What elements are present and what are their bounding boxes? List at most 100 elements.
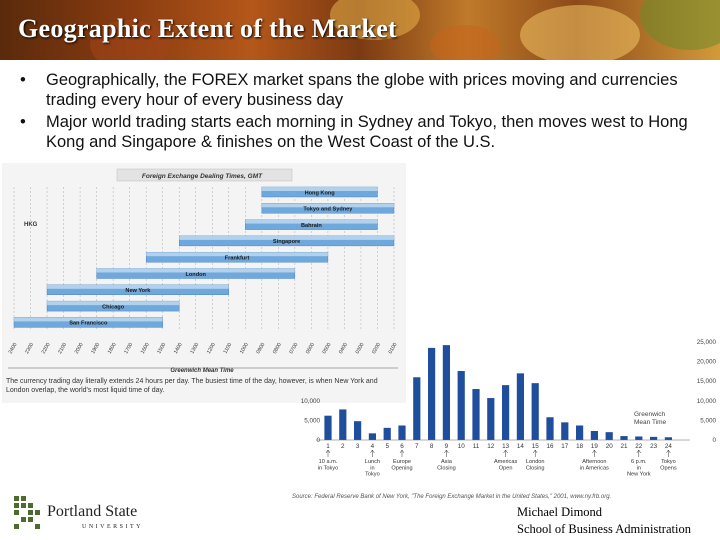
volume-left-tick: 5,000 <box>304 417 320 424</box>
event-arrowhead <box>636 449 642 454</box>
volume-x-label: 18 <box>576 443 584 450</box>
market-bar: Bahrain <box>245 219 378 230</box>
dealing-tick-label: 0300 <box>355 342 366 355</box>
market-bar: San Francisco <box>13 317 163 328</box>
market-bar-highlight <box>146 252 328 257</box>
event-label: Tokyo <box>661 459 676 465</box>
volume-bar <box>398 425 406 440</box>
volume-x-label: 11 <box>473 443 480 450</box>
volume-x-label: 23 <box>650 443 658 450</box>
dealing-tick-label: 0900 <box>255 342 266 355</box>
volume-right-tick: 25,000 <box>697 339 717 346</box>
volume-event: 10 a.m.in Tokyo <box>318 449 338 471</box>
market-bar: Frankfurt <box>145 251 329 263</box>
gmt-annotation-line1: Greenwich <box>634 411 665 418</box>
dealing-tick-label: 1900 <box>90 342 101 355</box>
volume-bar <box>368 433 376 440</box>
volume-x-label: 22 <box>635 443 643 450</box>
volume-bar <box>664 437 672 440</box>
market-bar: Hong Kong <box>261 186 378 198</box>
event-label: Asia <box>441 459 453 465</box>
market-bar-highlight <box>261 187 378 191</box>
volume-left-tick: 0 <box>316 437 320 444</box>
dealing-tick-label: 2000 <box>74 342 85 355</box>
volume-bar <box>620 436 628 440</box>
volume-bar <box>561 422 569 440</box>
volume-x-label: 16 <box>546 443 554 450</box>
dealing-tick-label: 0500 <box>322 342 333 355</box>
logo-mark <box>14 496 40 529</box>
market-bar-label: Tokyo and Sydney <box>303 207 353 213</box>
dealing-chart-title: Foreign Exchange Dealing Times, GMT <box>142 173 263 180</box>
market-bar-label: San Francisco <box>69 321 108 327</box>
market-bar-highlight <box>14 317 163 322</box>
dealing-tick-label: 0600 <box>305 342 316 355</box>
volume-bar <box>605 432 613 440</box>
dealing-tick-label: 1800 <box>107 342 118 355</box>
school-name: School of Business Administration <box>517 522 691 536</box>
event-label: in <box>637 465 641 471</box>
volume-bar <box>502 385 510 440</box>
gmt-axis-label: Greenwich Mean Time <box>170 368 234 374</box>
logo-sub: UNIVERSITY <box>82 524 143 530</box>
market-bar-highlight <box>47 284 229 289</box>
bullet-list: • Geographically, the FOREX market spans … <box>18 70 708 154</box>
event-arrowhead <box>503 449 508 454</box>
volume-bar <box>383 427 391 440</box>
volume-bar <box>457 371 465 440</box>
event-label: New York <box>627 472 651 478</box>
market-bar-rect <box>179 235 395 247</box>
dealing-tick-label: 1200 <box>206 342 217 355</box>
author-name: Michael Dimond <box>517 505 603 519</box>
volume-right-tick: 20,000 <box>697 359 717 366</box>
volume-bar <box>487 398 495 440</box>
volume-x-label: 13 <box>502 443 510 450</box>
dealing-tick-label: 0200 <box>371 342 382 355</box>
event-label: Afternoon <box>582 459 606 465</box>
volume-x-label: 21 <box>620 443 628 450</box>
volume-x-label: 17 <box>561 443 569 450</box>
volume-x-label: 12 <box>487 443 495 450</box>
market-bar-label: New York <box>125 288 151 294</box>
dealing-tick-label: 2200 <box>41 342 52 355</box>
bullet-text: Major world trading starts each morning … <box>46 113 688 151</box>
volume-left-tick: 10,000 <box>301 398 321 405</box>
dealing-tick-label: 1500 <box>156 342 167 355</box>
gmt-annotation: Greenwich Mean Time <box>634 411 667 426</box>
logo-name: Portland State <box>47 503 137 520</box>
volume-bar <box>516 373 524 440</box>
volume-bar <box>590 430 598 440</box>
volume-x-label: 1 <box>326 443 330 450</box>
event-label: Opens <box>660 465 677 471</box>
market-bar-rect <box>46 284 229 296</box>
volume-x-label: 24 <box>665 443 673 450</box>
volume-x-label: 8 <box>430 443 434 450</box>
market-bar-label: Hong Kong <box>305 190 336 196</box>
event-label: 6 p.m. <box>631 459 647 465</box>
market-bar-label: Chicago <box>102 304 125 310</box>
volume-x-label: 9 <box>445 443 449 450</box>
dealing-tick-label: 1700 <box>123 342 134 355</box>
volume-x-label: 4 <box>371 443 375 450</box>
event-label: Closing <box>437 465 456 471</box>
slide-title: Geographic Extent of the Market <box>18 14 397 43</box>
event-label: Opening <box>391 465 412 471</box>
volume-x-label: 5 <box>385 443 389 450</box>
volume-x-label: 15 <box>532 443 540 450</box>
market-bar: Tokyo and Sydney <box>261 203 395 214</box>
volume-bar <box>546 417 554 440</box>
event-label: in <box>370 465 374 471</box>
portland-state-logo: Portland State UNIVERSITY <box>14 496 143 530</box>
dealing-times-chart: Foreign Exchange Dealing Times, GMT HKG … <box>2 163 406 403</box>
market-bar: New York <box>46 284 229 296</box>
volume-right-tick: 5,000 <box>700 417 716 424</box>
bullet-marker: • <box>20 71 26 89</box>
event-label: Europe <box>393 459 411 465</box>
event-arrowhead <box>592 449 597 454</box>
dealing-tick-label: 0700 <box>289 342 300 355</box>
event-label: Americas <box>494 459 518 465</box>
bullet-marker: • <box>20 113 26 131</box>
